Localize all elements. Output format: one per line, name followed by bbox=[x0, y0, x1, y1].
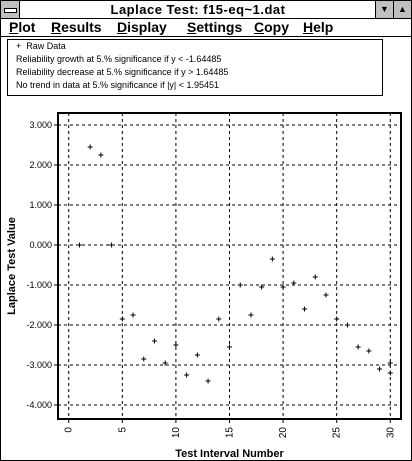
menu-help-label: elp bbox=[313, 19, 334, 35]
menu-help[interactable]: Help bbox=[303, 19, 333, 36]
x-tick-label: 20 bbox=[278, 427, 289, 439]
legend-series-row: + Raw Data bbox=[16, 41, 66, 51]
data-point bbox=[130, 312, 136, 318]
menu-display-label: isplay bbox=[127, 19, 167, 35]
data-point bbox=[387, 360, 393, 366]
data-point bbox=[312, 274, 318, 280]
data-point bbox=[216, 316, 222, 322]
minimize-button[interactable]: ▼ bbox=[375, 1, 393, 18]
window-title: Laplace Test: f15-eq~1.dat bbox=[110, 2, 286, 17]
y-tick-label: -3.000 bbox=[26, 360, 52, 370]
menu-help-mnemonic: H bbox=[303, 19, 314, 35]
x-tick-label: 15 bbox=[225, 427, 236, 439]
menu-plot-label: lot bbox=[18, 19, 36, 35]
data-point bbox=[334, 316, 340, 322]
legend-line-growth: Reliability growth at 5.% significance i… bbox=[16, 54, 222, 64]
y-axis-label: Laplace Test Value bbox=[6, 217, 18, 315]
data-point bbox=[323, 292, 329, 298]
data-point bbox=[162, 360, 168, 366]
system-menu-button[interactable] bbox=[1, 1, 20, 18]
data-point bbox=[366, 348, 372, 354]
legend-series-label: Raw Data bbox=[26, 41, 66, 51]
data-point bbox=[237, 282, 243, 288]
data-point bbox=[291, 280, 297, 286]
menu-display[interactable]: Display bbox=[117, 19, 167, 36]
data-point bbox=[205, 378, 211, 384]
legend-line-decrease: Reliability decrease at 5.% significance… bbox=[16, 67, 229, 77]
menu-results-mnemonic: R bbox=[51, 19, 62, 35]
data-point bbox=[87, 144, 93, 150]
data-point bbox=[269, 256, 275, 262]
data-point bbox=[355, 344, 361, 350]
data-point bbox=[109, 242, 115, 248]
title-bar[interactable]: Laplace Test: f15-eq~1.dat ▼ ▲ bbox=[1, 1, 411, 19]
maximize-button[interactable]: ▲ bbox=[393, 1, 411, 18]
data-point bbox=[141, 356, 147, 362]
data-point bbox=[302, 306, 308, 312]
y-tick-label: 0.000 bbox=[29, 240, 52, 250]
data-point bbox=[119, 316, 125, 322]
menu-plot[interactable]: Plot bbox=[9, 19, 35, 36]
data-point bbox=[280, 284, 286, 290]
menu-results[interactable]: Results bbox=[51, 19, 102, 36]
data-point bbox=[344, 322, 350, 328]
menu-bar: Plot Results Display Settings Copy Help bbox=[1, 19, 411, 37]
x-tick-label: 30 bbox=[385, 427, 396, 439]
menu-copy[interactable]: Copy bbox=[254, 19, 289, 36]
menu-display-mnemonic: D bbox=[117, 19, 128, 35]
data-point bbox=[98, 152, 104, 158]
y-tick-label: 3.000 bbox=[29, 120, 52, 130]
legend-marker: + bbox=[16, 41, 22, 51]
data-point bbox=[76, 242, 82, 248]
data-point bbox=[387, 370, 393, 376]
x-tick-label: 0 bbox=[64, 427, 75, 433]
x-tick-label: 25 bbox=[332, 427, 343, 439]
data-point bbox=[377, 366, 383, 372]
menu-results-label: esults bbox=[61, 19, 102, 35]
data-point bbox=[184, 372, 190, 378]
menu-copy-label: opy bbox=[264, 19, 290, 35]
x-tick-label: 5 bbox=[117, 427, 128, 433]
data-point bbox=[259, 284, 265, 290]
menu-settings-mnemonic: S bbox=[187, 19, 197, 35]
menu-settings[interactable]: Settings bbox=[187, 19, 242, 36]
y-tick-label: 2.000 bbox=[29, 160, 52, 170]
data-point bbox=[227, 344, 232, 350]
data-point bbox=[151, 338, 157, 344]
legend-box: + Raw Data Reliability growth at 5.% sig… bbox=[7, 39, 383, 96]
menu-settings-label: ettings bbox=[196, 19, 243, 35]
y-tick-label: -2.000 bbox=[26, 320, 52, 330]
data-point bbox=[248, 312, 254, 318]
y-tick-label: 1.000 bbox=[29, 200, 52, 210]
data-point bbox=[173, 342, 179, 348]
legend-line-notrend: No trend in data at 5.% significance if … bbox=[16, 80, 220, 90]
y-tick-label: -1.000 bbox=[26, 280, 52, 290]
x-tick-label: 10 bbox=[171, 427, 182, 439]
x-axis-label: Test Interval Number bbox=[175, 448, 284, 460]
data-point bbox=[194, 352, 200, 358]
system-menu-icon bbox=[4, 8, 17, 13]
y-tick-label: -4.000 bbox=[26, 400, 52, 410]
menu-plot-mnemonic: P bbox=[9, 19, 19, 35]
menu-copy-mnemonic: C bbox=[254, 19, 265, 35]
